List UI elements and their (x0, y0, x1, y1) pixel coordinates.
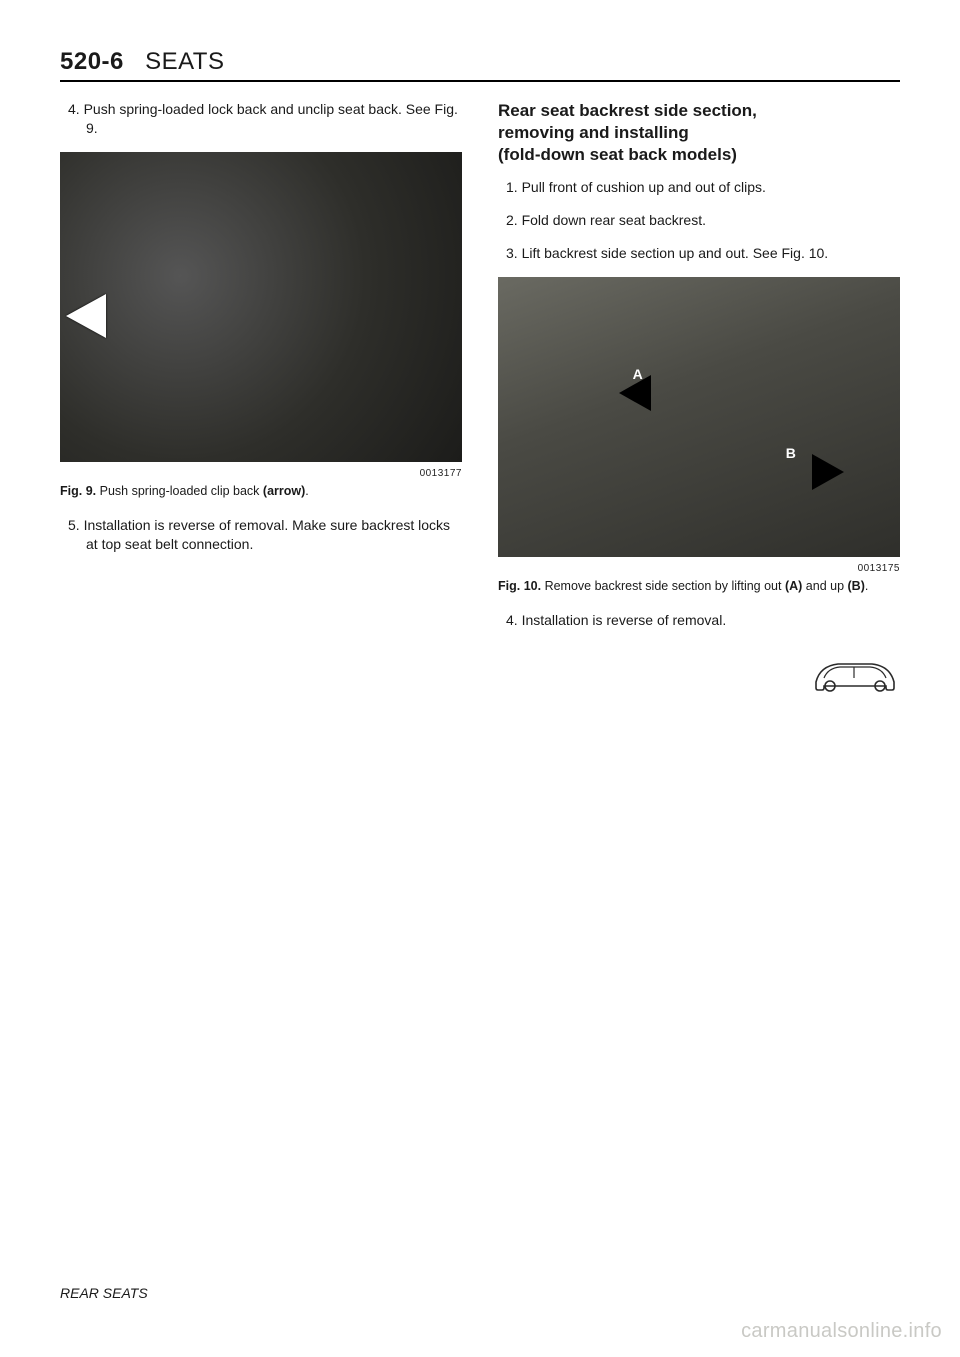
watermark: carmanualsonline.info (741, 1320, 942, 1343)
header-line: 520-6 SEATS (60, 48, 900, 76)
arrow-b-icon (812, 454, 844, 490)
left-step-4: 4. Push spring-loaded lock back and uncl… (60, 100, 462, 138)
page-header: 520-6 SEATS (60, 48, 900, 82)
heading-line-1: Rear seat backrest side section, (498, 101, 757, 120)
arrow-icon (66, 294, 106, 338)
footer-section: REAR SEATS (60, 1285, 148, 1301)
content-columns: 4. Push spring-loaded lock back and uncl… (60, 100, 900, 709)
fig9-suffix: . (305, 484, 308, 498)
figure-9-caption: Fig. 9. Push spring-loaded clip back (ar… (60, 483, 462, 500)
fig10-mid: and up (802, 579, 847, 593)
right-column: Rear seat backrest side section, removin… (498, 100, 900, 709)
fig9-body: Push spring-loaded clip back (100, 484, 260, 498)
left-step-5: 5. Installation is reverse of removal. M… (60, 516, 462, 554)
figure-10-bg (498, 277, 900, 557)
fig10-body1: Remove backrest side section by lifting … (545, 579, 782, 593)
page-number: 520-6 (60, 48, 124, 75)
page: 520-6 SEATS 4. Push spring-loaded lock b… (0, 0, 960, 1357)
fig9-prefix: Fig. 9. (60, 484, 96, 498)
figure-10-imgnum: 0013175 (498, 563, 900, 574)
right-step-1: 1. Pull front of cushion up and out of c… (498, 178, 900, 197)
right-heading: Rear seat backrest side section, removin… (498, 100, 900, 166)
right-step-3: 3. Lift backrest side section up and out… (498, 244, 900, 263)
heading-line-3: (fold-down seat back models) (498, 145, 737, 164)
figure-9 (60, 152, 462, 462)
car-svg-icon (810, 652, 900, 696)
arrow-b-label: B (786, 445, 796, 461)
figure-9-imgnum: 0013177 (60, 468, 462, 479)
arrow-a-label: A (633, 366, 643, 382)
fig10-prefix: Fig. 10. (498, 579, 541, 593)
figure-10-caption: Fig. 10. Remove backrest side section by… (498, 578, 900, 595)
figure-10: A B (498, 277, 900, 557)
page-title: SEATS (145, 48, 224, 75)
fig10-bold-a: (A) (785, 579, 802, 593)
car-icon (498, 644, 900, 709)
fig10-suffix: . (865, 579, 868, 593)
arrow-a: A (619, 375, 651, 411)
left-column: 4. Push spring-loaded lock back and uncl… (60, 100, 462, 709)
figure-9-bg (60, 152, 462, 462)
fig9-bold: (arrow) (263, 484, 305, 498)
fig10-bold-b: (B) (848, 579, 865, 593)
right-step-4: 4. Installation is reverse of removal. (498, 611, 900, 630)
right-step-2: 2. Fold down rear seat backrest. (498, 211, 900, 230)
arrow-b: B (812, 454, 844, 490)
heading-line-2: removing and installing (498, 123, 689, 142)
